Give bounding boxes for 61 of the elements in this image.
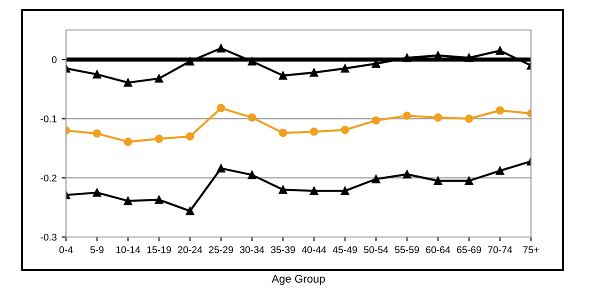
x-tick-label: 55-59 [394,246,419,254]
point [464,54,474,62]
point [434,113,442,122]
x-tick-label: 25-29 [209,246,233,254]
x-tick-label: 35-39 [270,246,295,254]
point [464,176,474,185]
point [154,74,164,83]
x-tick-label: 20-24 [178,246,202,254]
point [310,68,318,77]
x-tick-label: 70-74 [488,246,512,254]
point [154,196,164,204]
point [92,188,102,197]
x-tick-label: 30-34 [240,246,264,254]
point [340,186,350,196]
point [154,134,164,143]
point [248,57,256,66]
y-tick-label: -0.1 [40,115,56,122]
point [124,138,132,146]
point [464,114,474,123]
point [248,113,256,122]
point [372,174,380,184]
y-tick-label: 0 [52,56,57,64]
x-tick-label: 15-19 [147,246,171,254]
point [496,46,504,55]
point [216,44,226,52]
point [186,132,194,141]
point [402,54,412,62]
point [124,78,132,87]
x-axis-title: Age Group [272,274,325,285]
point [248,170,256,180]
point [434,176,442,185]
point [124,196,132,206]
point [340,126,350,134]
y-tick-label: -0.3 [40,234,57,241]
point [278,128,288,138]
point [340,64,350,73]
point [92,129,102,138]
x-tick-label: 45-49 [332,246,357,254]
point [278,186,288,194]
point [278,71,288,80]
x-tick-label: 60-64 [426,246,450,254]
point [496,166,504,175]
x-tick-label: 75+ [523,246,539,254]
point [186,206,194,216]
point [402,112,412,120]
x-tick-label: 40-44 [302,246,326,254]
point [310,128,318,136]
x-tick-label: 5-9 [90,246,104,254]
point [186,57,194,66]
x-tick-label: 10-14 [116,246,140,254]
y-tick-label: -0.2 [40,174,56,182]
point [92,70,102,79]
point [402,170,412,178]
point [496,106,504,115]
x-tick-label: 65-69 [457,246,481,254]
point [216,104,226,112]
x-tick-label: 0-4 [59,246,73,254]
x-tick-label: 50-54 [364,246,388,254]
point [372,116,380,125]
point [216,164,226,173]
point [310,186,318,196]
